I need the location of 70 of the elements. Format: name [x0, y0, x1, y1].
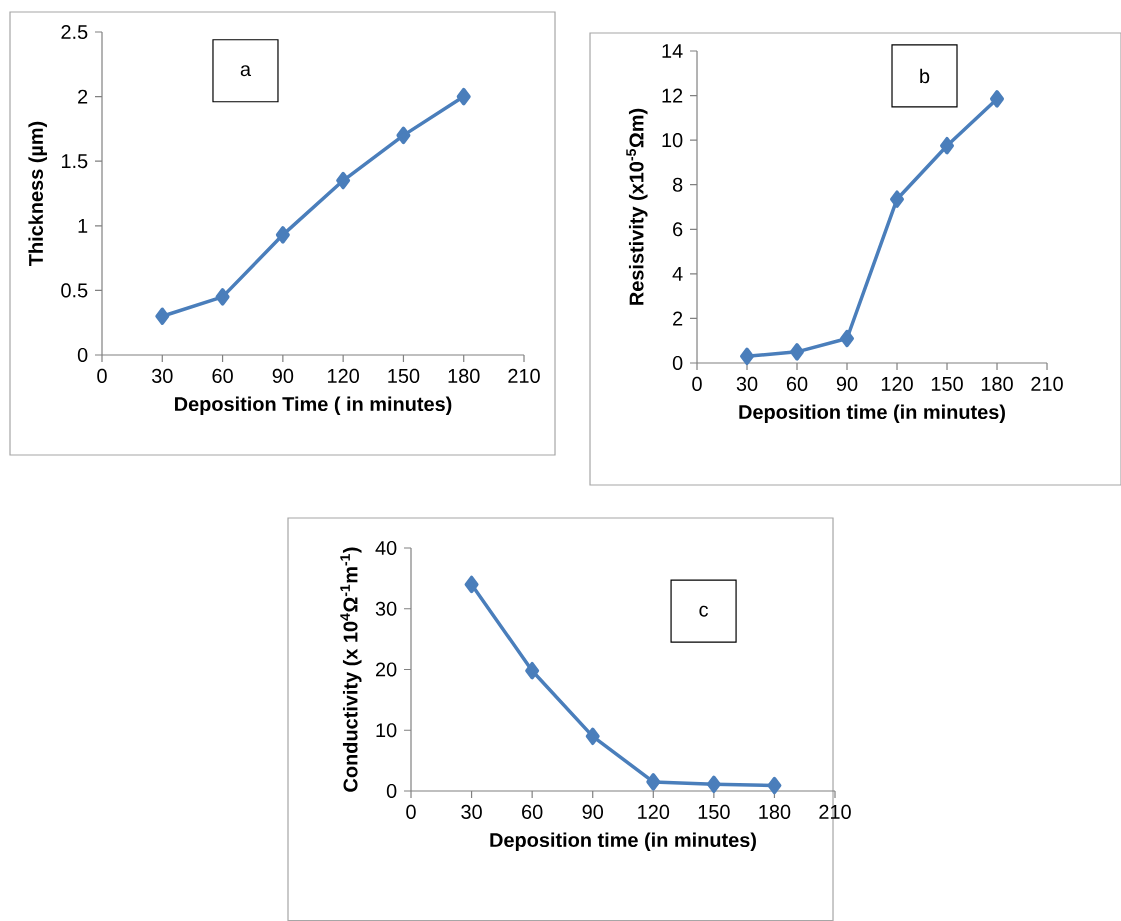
y-tick-label: 0	[386, 783, 397, 799]
point	[790, 343, 805, 361]
y-axis-title: Conductivity (x 10$^{4}$Ω$^{-1}$m$^{-1}$)	[340, 547, 362, 792]
x-tick-label: 180	[448, 368, 480, 383]
point	[585, 727, 600, 746]
point	[706, 775, 721, 794]
point	[396, 126, 411, 145]
x-tick-label: 210	[819, 804, 851, 819]
point	[740, 347, 755, 366]
point	[275, 226, 290, 244]
y-tick-label: 0	[77, 347, 88, 363]
x-tick-label: 150	[698, 804, 730, 819]
x-tick-label: 210	[1031, 376, 1063, 391]
y-tick-label: 40	[375, 540, 397, 556]
y-tick-label: 1	[78, 218, 88, 233]
y-tick-label: 30	[375, 601, 397, 616]
x-tick-label: 120	[638, 804, 670, 819]
point	[215, 288, 230, 306]
point	[336, 171, 351, 190]
point	[155, 307, 170, 325]
point	[525, 661, 540, 680]
y-tick-label: 0.5	[61, 283, 88, 298]
point	[990, 90, 1005, 108]
x-tick-label: 60	[212, 368, 233, 383]
y-tick-label: 12	[662, 88, 683, 103]
y-tick-label: 2	[78, 89, 88, 104]
point	[646, 773, 661, 791]
y-axis-title: Resistivity (x10$^{-5}$Ωm)	[626, 108, 648, 305]
y-tick-label: 20	[376, 662, 397, 677]
x-tick-label: 30	[736, 376, 758, 391]
x-tick-label: 0	[97, 368, 107, 383]
x-tick-label: 150	[931, 376, 963, 391]
point	[767, 776, 782, 795]
x-tick-label: 180	[981, 376, 1013, 391]
y-tick-label: 0	[672, 355, 683, 371]
y-tick-label: 8	[672, 177, 683, 192]
y-tick-label: 14	[662, 44, 683, 58]
point	[890, 190, 905, 208]
point	[456, 87, 471, 106]
y-tick-label: 10	[376, 723, 397, 738]
x-tick-label: 30	[461, 804, 482, 819]
annotation: b	[920, 68, 930, 84]
x-tick-label: 0	[692, 376, 702, 391]
annotation: a	[240, 65, 252, 77]
x-axis-title: Deposition time (in minutes)	[739, 404, 1005, 423]
x-tick-label: 90	[272, 368, 294, 383]
y-tick-label: 2	[673, 311, 683, 326]
x-tick-label: 90	[582, 804, 604, 819]
x-tick-label: 60	[786, 376, 808, 391]
x-axis-title: Deposition time (in minutes)	[490, 832, 756, 852]
y-tick-label: 4	[672, 267, 683, 281]
x-axis-title: Deposition Time ( in minutes)	[175, 396, 452, 415]
x-tick-label: 180	[759, 804, 791, 819]
y-tick-label: 10	[662, 133, 683, 148]
point	[940, 136, 955, 155]
y-tick-label: 1.5	[61, 154, 88, 169]
x-tick-label: 60	[522, 804, 543, 819]
x-tick-label: 120	[881, 376, 913, 391]
x-tick-label: 150	[388, 368, 420, 383]
point	[464, 575, 479, 594]
x-tick-label: 30	[151, 368, 173, 383]
point	[840, 329, 855, 348]
annotation: c	[699, 605, 709, 617]
y-tick-label: 6	[673, 222, 683, 237]
y-tick-label: 2.5	[61, 24, 88, 40]
x-tick-label: 90	[836, 376, 858, 391]
y-axis-title: Thickness (µm)	[28, 121, 47, 266]
x-tick-label: 0	[406, 804, 416, 819]
x-tick-label: 210	[508, 368, 540, 383]
x-tick-label: 120	[328, 368, 359, 383]
